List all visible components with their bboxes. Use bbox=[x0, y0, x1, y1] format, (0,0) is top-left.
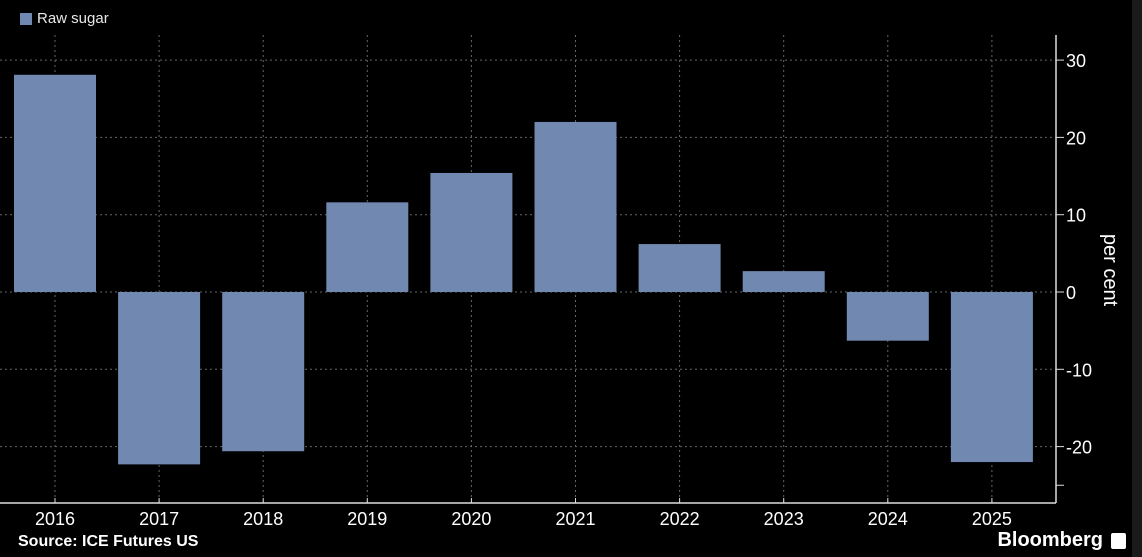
right-edge bbox=[1132, 0, 1142, 557]
y-tick-label: 20 bbox=[1066, 128, 1086, 148]
bar-2016 bbox=[14, 74, 96, 292]
bar-2023 bbox=[742, 271, 825, 292]
bloomberg-logo-icon bbox=[1111, 532, 1126, 549]
x-tick-label: 2023 bbox=[764, 509, 804, 529]
legend: Raw sugar bbox=[20, 10, 109, 27]
y-tick-label: 10 bbox=[1066, 206, 1086, 226]
bar-2025 bbox=[950, 292, 1033, 463]
x-tick-label: 2020 bbox=[451, 509, 491, 529]
bar-2024 bbox=[846, 292, 929, 341]
y-tick-label: -20 bbox=[1066, 438, 1092, 458]
y-tick-label: -10 bbox=[1066, 360, 1092, 380]
x-tick-label: 2016 bbox=[35, 509, 75, 529]
x-tick-label: 2017 bbox=[139, 509, 179, 529]
x-tick-label: 2019 bbox=[347, 509, 387, 529]
source-note: Source: ICE Futures US bbox=[18, 533, 199, 550]
x-tick-label: 2018 bbox=[243, 509, 283, 529]
y-tick-label: 30 bbox=[1066, 51, 1086, 71]
y-axis-label: per cent bbox=[1099, 234, 1121, 307]
y-tick-label: 0 bbox=[1066, 283, 1076, 303]
bar-2022 bbox=[638, 244, 721, 292]
bar-2021 bbox=[534, 121, 617, 292]
bar-2018 bbox=[222, 292, 305, 452]
legend-label: Raw sugar bbox=[37, 10, 109, 27]
x-tick-label: 2025 bbox=[972, 509, 1012, 529]
x-tick-label: 2024 bbox=[868, 509, 908, 529]
bar-2020 bbox=[430, 172, 513, 292]
bar-2017 bbox=[118, 292, 201, 465]
x-tick-label: 2022 bbox=[660, 509, 700, 529]
brand-name: Bloomberg bbox=[997, 529, 1103, 551]
bar-2019 bbox=[326, 202, 409, 292]
brand: Bloomberg bbox=[997, 529, 1126, 552]
legend-swatch bbox=[20, 12, 32, 25]
x-tick-label: 2021 bbox=[555, 509, 595, 529]
